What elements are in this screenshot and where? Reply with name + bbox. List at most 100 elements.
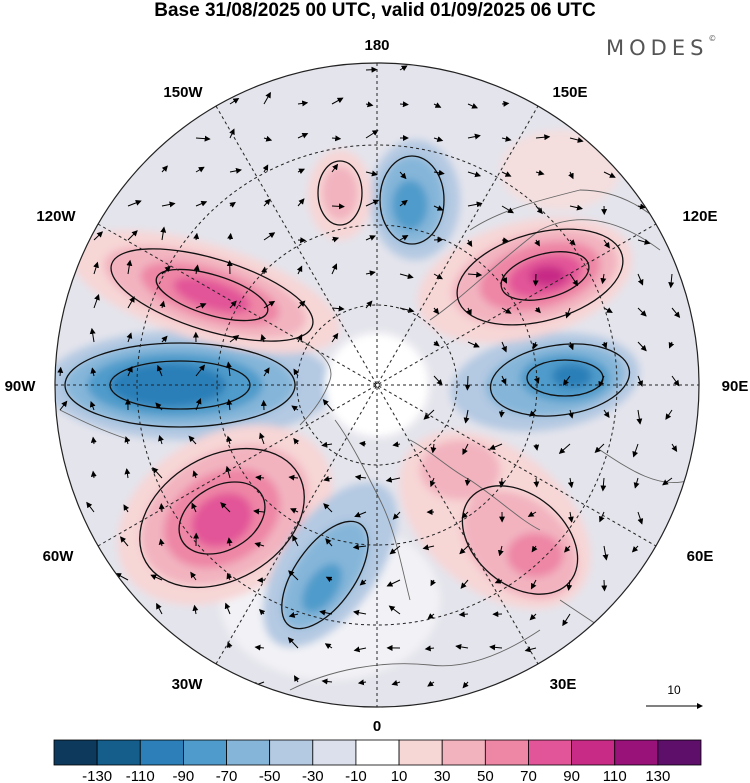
wind-vector — [195, 135, 211, 142]
wind-vector — [353, 609, 367, 616]
wind-vector — [637, 307, 647, 317]
wind-vector — [288, 612, 299, 618]
wind-vector — [93, 231, 104, 241]
wind-vector — [662, 477, 673, 486]
wind-vector — [466, 307, 472, 316]
wind-vector — [365, 129, 379, 139]
wind-vector — [602, 545, 609, 561]
colorbar-label: -90 — [173, 768, 195, 783]
wind-vector — [433, 307, 440, 315]
wind-vector — [671, 307, 681, 318]
wind-vector — [459, 545, 469, 555]
wind-vector — [603, 171, 616, 178]
lon-label-30w: 30W — [172, 676, 204, 693]
wind-vector — [323, 503, 333, 513]
wind-vector — [195, 200, 208, 207]
lon-label-120e: 120E — [682, 208, 717, 225]
wind-vector — [321, 678, 333, 685]
wind-vector — [365, 101, 374, 108]
wind-vector — [433, 273, 443, 280]
wind-vector — [535, 205, 543, 215]
wind-vector — [288, 474, 299, 481]
wind-vector — [489, 644, 503, 651]
wind-vector — [293, 368, 300, 377]
wind-vector — [668, 341, 675, 349]
wind-vector — [494, 577, 503, 584]
wind-vector — [389, 545, 401, 555]
wind-vector — [500, 375, 507, 385]
wind-vector — [123, 504, 130, 513]
wind-vector — [297, 100, 309, 107]
wind-vector — [331, 163, 339, 173]
reference-vector-label: 10 — [667, 683, 681, 697]
wind-vector — [229, 334, 240, 343]
wind-vector — [195, 364, 206, 377]
wind-vector — [258, 608, 266, 616]
wind-vector — [423, 409, 435, 420]
wind-vector — [296, 334, 303, 343]
wind-vector — [501, 307, 512, 314]
wind-vector — [352, 543, 367, 550]
colorbar-swatch — [139, 739, 184, 766]
wind-vector — [263, 91, 271, 105]
wind-vector — [90, 367, 97, 377]
wind-vector — [524, 646, 537, 653]
wind-vector — [467, 171, 482, 178]
wind-vector — [259, 432, 265, 445]
wind-vector — [464, 375, 471, 391]
wind-vector — [255, 474, 265, 481]
wind-vector — [293, 437, 300, 445]
wind-vector — [89, 327, 96, 343]
wind-vector — [594, 443, 605, 453]
wind-vector — [59, 400, 68, 411]
wind-vector — [567, 477, 574, 489]
lon-label-30e: 30E — [550, 676, 577, 693]
wind-vector — [467, 133, 481, 140]
wind-vector — [637, 511, 644, 525]
wind-vector — [399, 199, 408, 207]
wind-vector — [430, 443, 437, 454]
wind-vector — [637, 341, 647, 352]
colorbar — [53, 739, 702, 766]
wind-vector — [422, 544, 435, 551]
colorbar-swatch — [226, 739, 271, 766]
wind-vector — [156, 602, 163, 615]
wind-vector — [127, 365, 133, 377]
colorbar-label: -30 — [302, 768, 324, 783]
wind-vector — [289, 508, 299, 514]
wind-vector — [226, 435, 233, 445]
wind-vector — [467, 103, 479, 109]
wind-vector — [601, 341, 608, 349]
wind-vector — [568, 171, 574, 180]
wind-vector — [193, 264, 200, 275]
wind-vector — [161, 335, 168, 343]
wind-vector — [225, 465, 232, 479]
wind-vector — [353, 646, 367, 653]
wind-vector — [385, 476, 401, 483]
wind-vector — [323, 475, 333, 482]
wind-vector — [89, 400, 96, 411]
wind-vector — [530, 579, 537, 590]
wind-vector — [254, 541, 265, 548]
wind-vector — [433, 340, 440, 347]
wind-vector — [293, 675, 300, 683]
colorbar-label: 50 — [477, 768, 494, 783]
wind-vector — [563, 375, 571, 386]
wind-vector — [386, 579, 401, 587]
colorbar-swatch — [398, 739, 443, 766]
wind-vector — [127, 230, 138, 241]
wind-vector — [399, 101, 409, 108]
lon-label-180: 180 — [364, 37, 389, 54]
wind-vector — [263, 300, 276, 309]
wind-vector — [365, 199, 380, 207]
wind-vector — [562, 613, 571, 627]
wind-vector — [388, 605, 401, 615]
wind-vector — [399, 307, 415, 314]
wind-vector — [321, 441, 333, 448]
colorbar-label: 70 — [520, 768, 537, 783]
colorbar-swatch — [614, 739, 659, 766]
wind-vector — [462, 681, 469, 689]
wind-vector — [261, 266, 268, 275]
wind-vector — [191, 502, 197, 513]
